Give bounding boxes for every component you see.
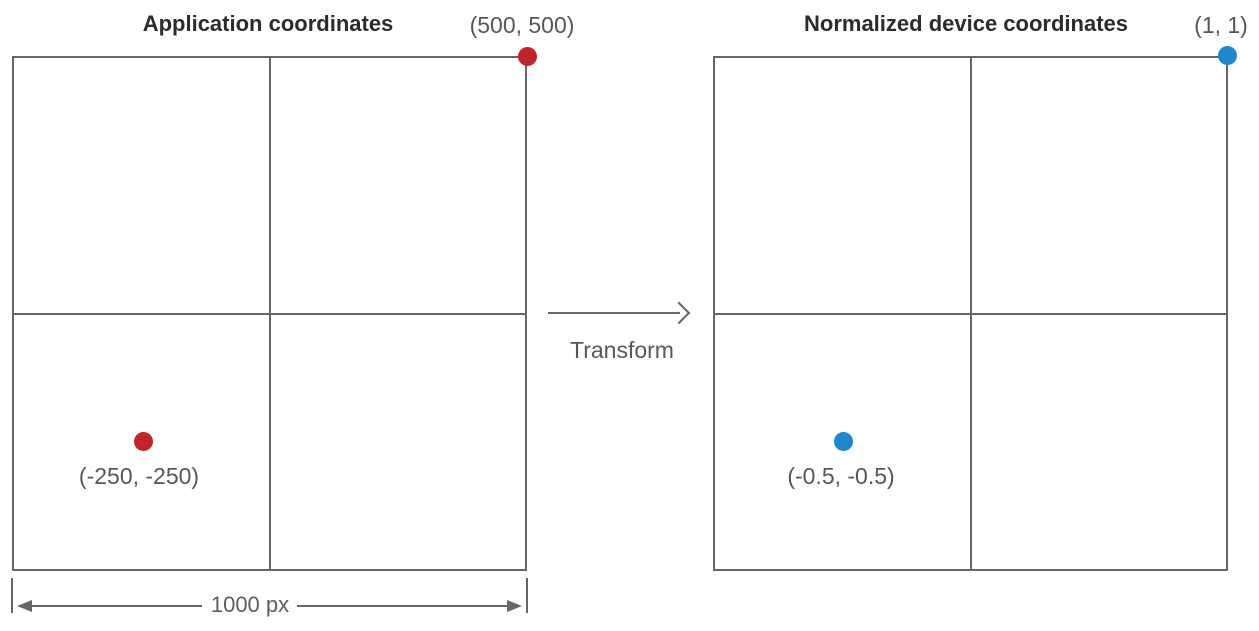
- right-panel-title: Normalized device coordinates: [804, 11, 1128, 36]
- left-panel-title: Application coordinates: [142, 11, 394, 36]
- right-corner-point-label: (1, 1): [1194, 12, 1248, 38]
- left-corner-point-label: (500, 500): [469, 12, 575, 38]
- dimension-tick-right: [526, 578, 528, 613]
- transform-arrow-shaft: [548, 312, 680, 314]
- dimension-arrowhead-left-icon: [17, 600, 32, 612]
- dimension-arrowhead-right-icon: [507, 600, 522, 612]
- left-square-horizontal-axis-line: [14, 312, 525, 315]
- left-inner-point-marker: [134, 432, 153, 451]
- transform-arrowhead-icon: [667, 301, 691, 325]
- right-inner-point-marker: [834, 432, 853, 451]
- transform-arrow-label: Transform: [570, 337, 674, 363]
- right-inner-point-label: (-0.5, -0.5): [787, 463, 895, 489]
- dimension-line-right-segment: [297, 605, 509, 607]
- left-corner-point-marker: [518, 47, 537, 66]
- application-coordinates-square: [12, 56, 527, 571]
- dimension-label: 1000 px: [210, 592, 290, 617]
- right-square-horizontal-axis-line: [715, 312, 1226, 315]
- normalized-device-coordinates-square: [713, 56, 1228, 571]
- dimension-line-left-segment: [30, 605, 202, 607]
- left-inner-point-label: (-250, -250): [78, 463, 200, 489]
- right-corner-point-marker: [1218, 46, 1237, 65]
- dimension-tick-left: [11, 578, 13, 613]
